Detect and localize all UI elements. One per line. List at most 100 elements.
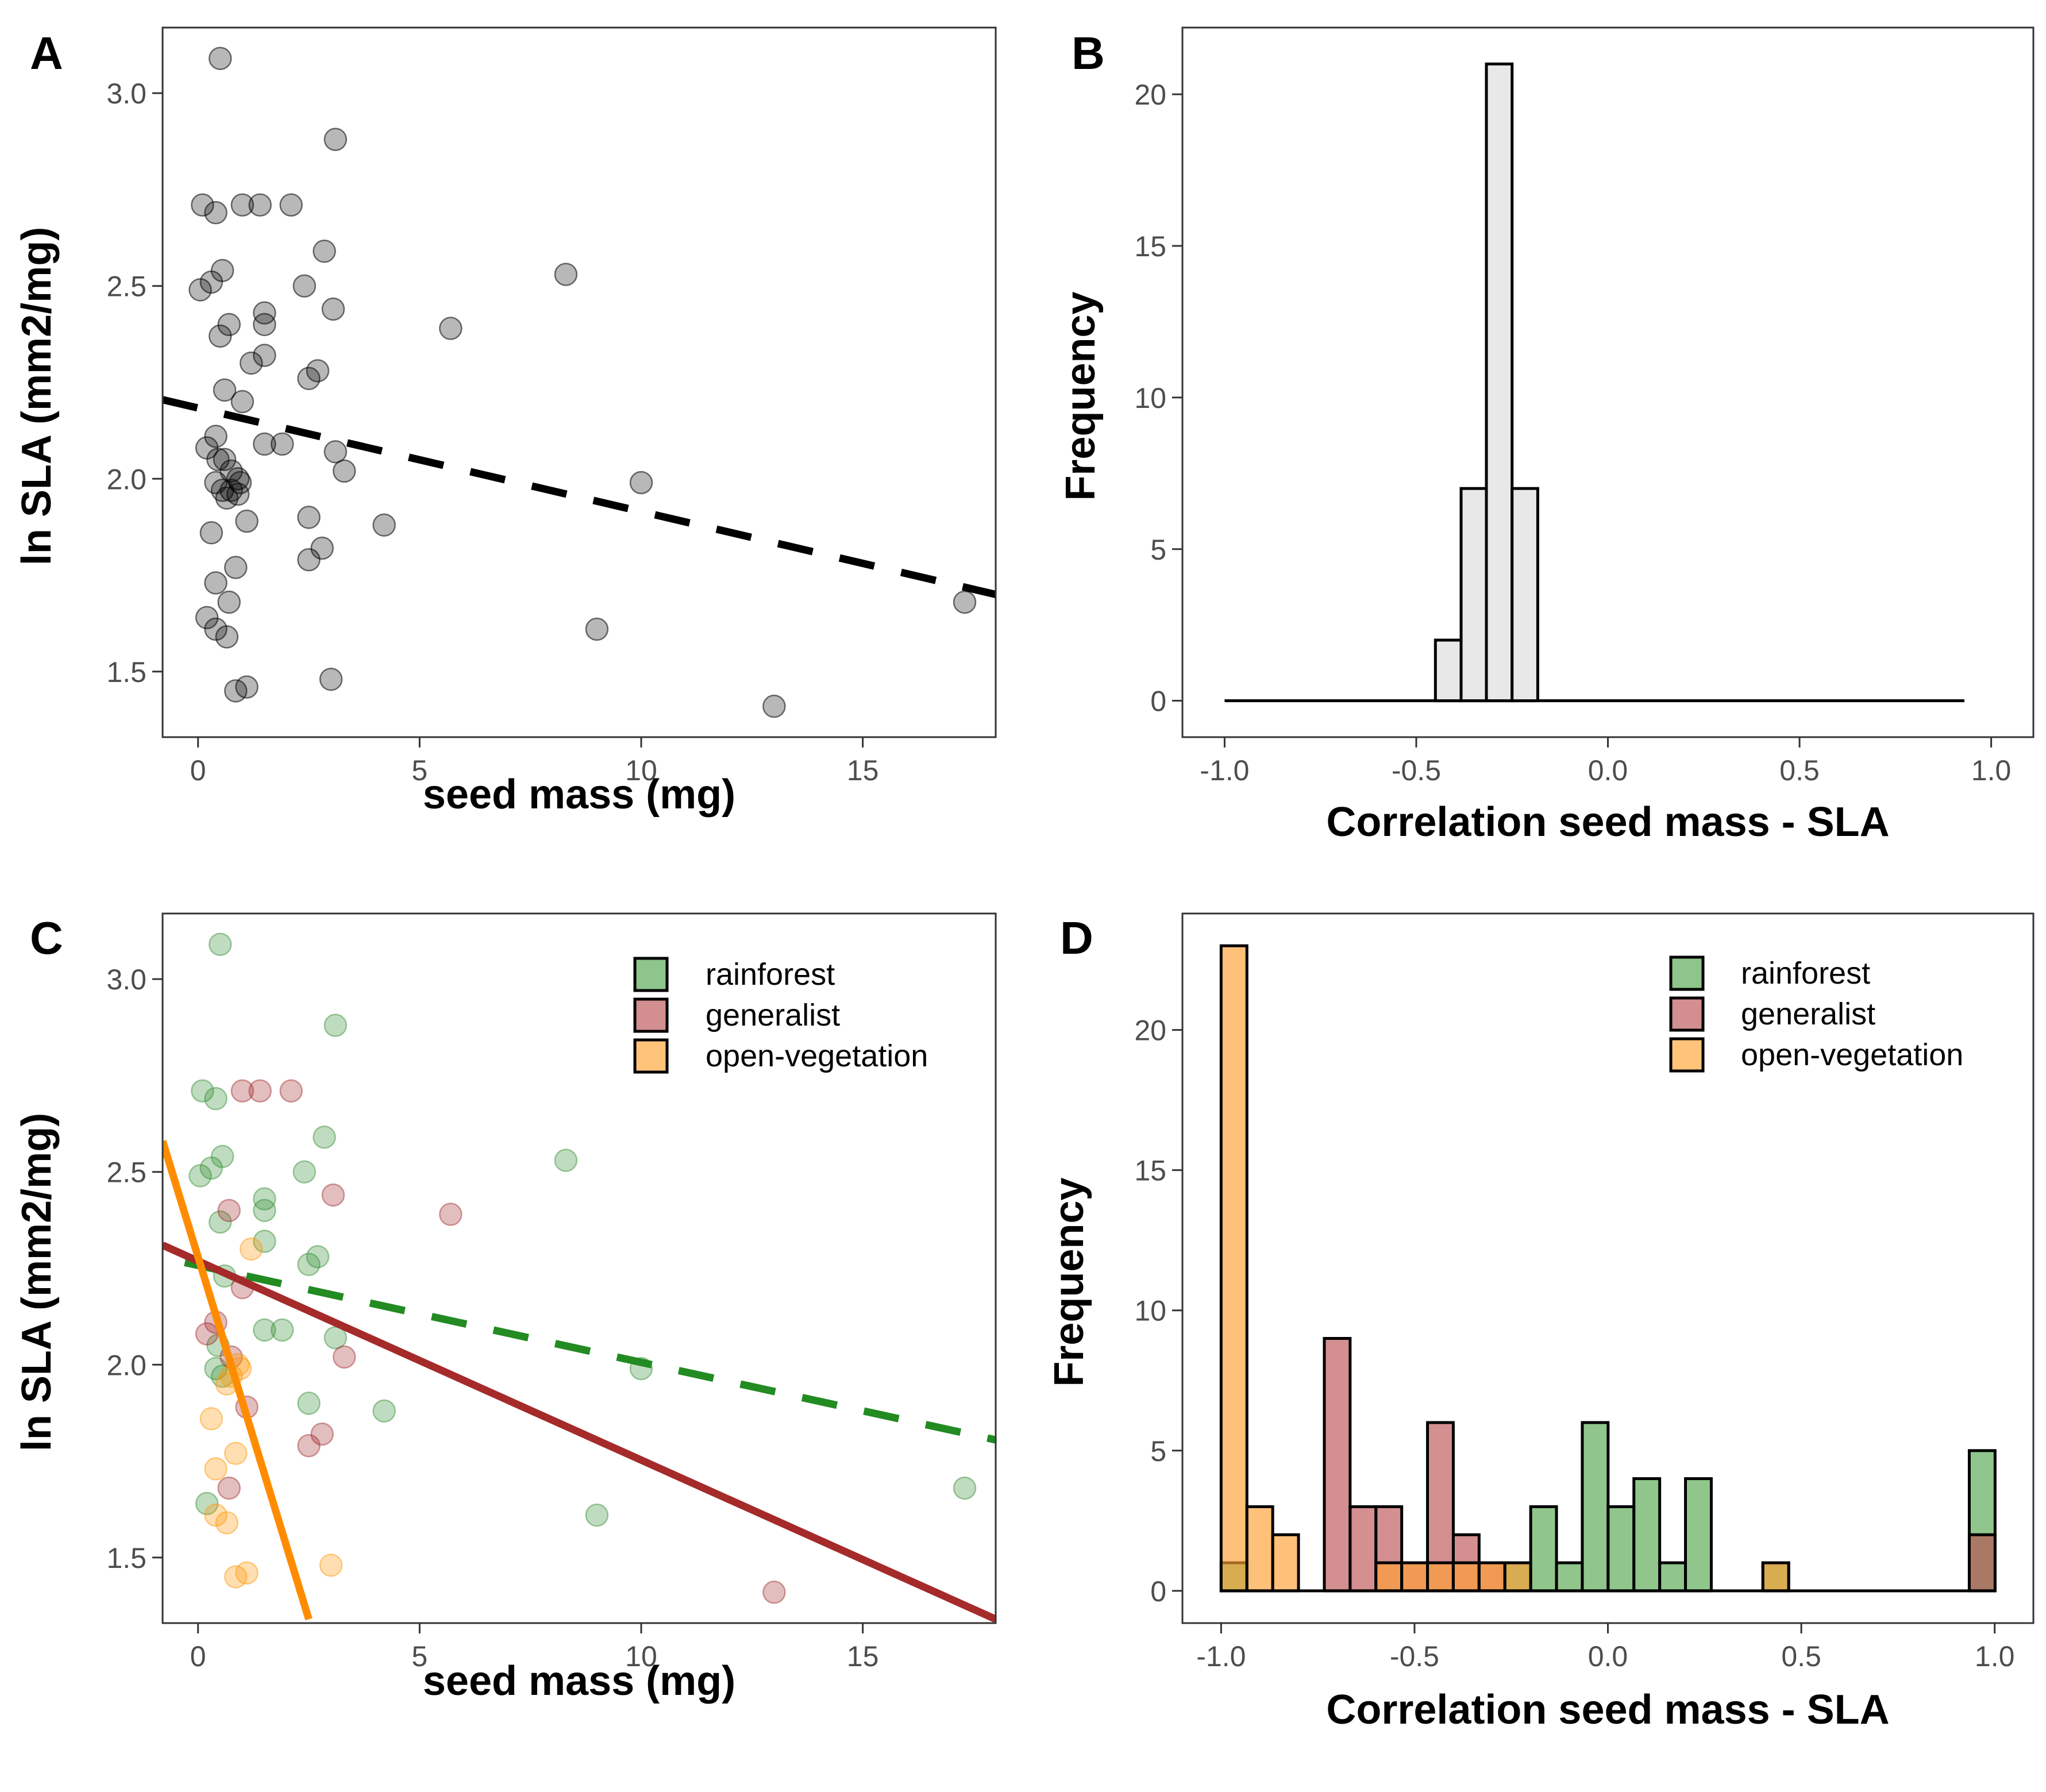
x-tick-label: -0.5 <box>1392 754 1441 787</box>
x-axis-title: Correlation seed mass - SLA <box>1326 1687 1889 1733</box>
data-point <box>230 193 255 217</box>
panel-c: C 0 5 10 15 1.5 2.0 2.5 3.0 seed mass (mg) ln SLA… <box>14 912 997 1704</box>
data-point-open-vegetation <box>224 1442 248 1465</box>
data-point <box>188 278 212 302</box>
x-tick-label: -0.5 <box>1390 1640 1439 1672</box>
data-point <box>310 536 334 560</box>
data-point-generalist <box>439 1203 463 1226</box>
data-point-rainforest <box>191 1079 214 1103</box>
data-point-rainforest <box>313 1126 336 1149</box>
y-axis-title: Frequency <box>1046 1177 1092 1386</box>
data-point-generalist <box>230 1079 255 1103</box>
data-point <box>554 263 578 286</box>
data-point-generalist <box>217 1476 241 1500</box>
legend: rainforest generalist open-vegetation <box>633 957 928 1074</box>
histogram-bar <box>1485 62 1514 703</box>
data-point <box>585 617 609 641</box>
x-tick-label: 1.0 <box>1975 1640 2015 1672</box>
y-tick-label: 2.5 <box>106 1157 147 1189</box>
data-point <box>209 47 232 70</box>
panel-tag-d: D <box>1060 912 1093 964</box>
data-point <box>323 440 348 464</box>
histogram-bar-rainforest <box>1632 1477 1662 1593</box>
histogram-bar <box>1434 638 1463 703</box>
data-point-rainforest <box>297 1392 321 1415</box>
histogram-bar-open-vegetation <box>1451 1561 1481 1593</box>
x-axis-title: Correlation seed mass - SLA <box>1326 799 1889 845</box>
data-point-open-vegetation <box>204 1503 228 1527</box>
data-point-rainforest <box>253 1187 276 1211</box>
data-point-rainforest <box>204 1356 228 1381</box>
data-point <box>292 274 317 298</box>
data-point <box>279 193 303 217</box>
data-point-open-vegetation <box>204 1457 228 1481</box>
data-point <box>195 606 219 630</box>
data-point-rainforest <box>253 1198 276 1223</box>
histogram-bar <box>1459 487 1488 703</box>
data-point-generalist <box>321 1183 345 1207</box>
y-tick-label: 1.5 <box>106 1542 147 1574</box>
legend-label-open-vegetation: open-vegetation <box>706 1039 928 1073</box>
histogram-bar-generalist <box>1323 1337 1352 1593</box>
x-tick-label: 0.0 <box>1588 1640 1628 1672</box>
data-point <box>210 479 234 502</box>
data-point <box>253 313 276 337</box>
data-point <box>217 313 241 337</box>
histogram-bar-open-vegetation <box>1503 1561 1532 1593</box>
y-tick-label: 3.0 <box>106 964 147 996</box>
legend-label-rainforest: rainforest <box>1741 956 1870 991</box>
data-point <box>323 128 348 151</box>
data-point-generalist <box>310 1422 334 1446</box>
x-axis-title: seed mass (mg) <box>423 772 735 818</box>
data-point-rainforest <box>210 1144 234 1169</box>
data-point <box>204 425 228 448</box>
panel-d: D -1.0 -0.5 0.0 0.5 1.0 0 5 10 15 20 Correlation s… <box>1046 912 2035 1733</box>
data-point-open-vegetation <box>199 1407 224 1431</box>
data-point-open-vegetation <box>235 1561 259 1585</box>
histogram-bar-rainforest <box>1684 1477 1713 1593</box>
data-point <box>224 556 248 579</box>
x-tick-label: 15 <box>847 754 879 787</box>
y-tick-label: 2.0 <box>106 1349 147 1381</box>
data-point <box>629 471 653 495</box>
y-tick-label: 1.5 <box>106 656 147 688</box>
data-point <box>235 509 259 533</box>
data-point-rainforest <box>195 1492 219 1516</box>
data-point <box>215 625 239 649</box>
legend: rainforest generalist open-vegetation <box>1669 955 1963 1073</box>
legend-label-rainforest: rainforest <box>706 957 835 992</box>
histogram-bar-open-vegetation <box>1245 1505 1274 1593</box>
data-point-rainforest <box>585 1503 609 1527</box>
y-axis-title: ln SLA (mm2/mg) <box>14 227 60 565</box>
data-point-generalist <box>217 1198 241 1223</box>
histogram-bar-open-vegetation <box>1271 1533 1300 1593</box>
plot-panel-border <box>1181 26 2035 738</box>
legend-label-open-vegetation: open-vegetation <box>1741 1038 1963 1072</box>
histogram-bar-open-vegetation <box>1400 1561 1429 1593</box>
data-point <box>306 359 330 383</box>
data-point-generalist <box>279 1079 303 1103</box>
trend-line-open-vegetation <box>163 1140 313 1621</box>
data-point <box>204 571 228 595</box>
x-tick-label: 0.0 <box>1588 754 1628 787</box>
x-tick-label: 15 <box>847 1640 879 1672</box>
data-point <box>297 548 321 572</box>
data-point-rainforest <box>554 1149 578 1172</box>
histogram-bar-open-vegetation <box>1219 944 1249 1593</box>
data-point <box>191 193 214 217</box>
data-point-open-vegetation <box>215 1511 239 1535</box>
y-tick-label: 0 <box>1150 685 1166 718</box>
data-point <box>270 432 294 456</box>
histogram-bar-open-vegetation <box>1426 1561 1455 1593</box>
data-point-generalist <box>248 1079 272 1103</box>
trend-line <box>163 396 996 598</box>
legend-label-generalist: generalist <box>706 998 840 1032</box>
data-point-open-vegetation <box>319 1554 343 1577</box>
data-point <box>210 259 234 283</box>
plot-area <box>163 47 996 718</box>
x-tick-label: 10 <box>625 1640 657 1672</box>
plot-panel-border <box>161 26 997 738</box>
data-point <box>313 240 336 263</box>
data-point <box>199 521 224 545</box>
